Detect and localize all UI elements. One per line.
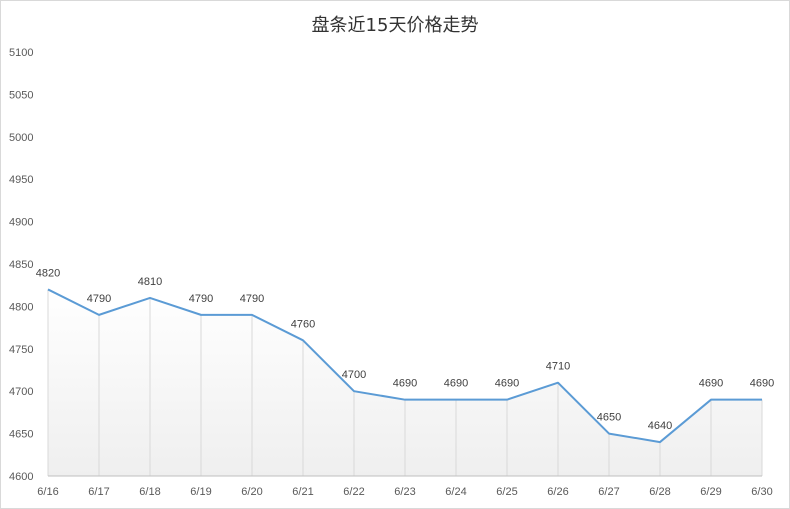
data-label: 4790 xyxy=(87,293,111,305)
y-tick-label: 4900 xyxy=(9,217,33,229)
data-label: 4690 xyxy=(750,378,774,390)
x-tick-label: 6/17 xyxy=(88,486,109,498)
data-label: 4690 xyxy=(393,378,417,390)
y-tick-label: 4750 xyxy=(9,344,33,356)
y-tick-label: 4800 xyxy=(9,301,33,313)
x-tick-label: 6/18 xyxy=(139,486,160,498)
data-label: 4820 xyxy=(36,267,60,279)
x-tick-label: 6/28 xyxy=(649,486,670,498)
x-tick-label: 6/24 xyxy=(445,486,466,498)
x-tick-label: 6/30 xyxy=(751,486,772,498)
x-tick-label: 6/20 xyxy=(241,486,262,498)
chart-title: 盘条近15天价格走势 xyxy=(311,15,479,36)
y-tick-label: 4600 xyxy=(9,471,33,483)
data-label: 4690 xyxy=(444,378,468,390)
data-label: 4760 xyxy=(291,318,315,330)
y-tick-label: 4850 xyxy=(9,259,33,271)
y-tick-label: 5000 xyxy=(9,132,33,144)
data-label: 4810 xyxy=(138,276,162,288)
x-tick-label: 6/21 xyxy=(292,486,313,498)
x-tick-label: 6/16 xyxy=(37,486,58,498)
data-label: 4790 xyxy=(240,293,264,305)
x-tick-label: 6/26 xyxy=(547,486,568,498)
data-label: 4710 xyxy=(546,361,570,373)
data-label: 4690 xyxy=(699,378,723,390)
x-tick-label: 6/25 xyxy=(496,486,517,498)
y-tick-label: 5050 xyxy=(9,89,33,101)
area-fill xyxy=(48,289,762,476)
y-tick-label: 4650 xyxy=(9,429,33,441)
y-tick-label: 4700 xyxy=(9,386,33,398)
y-tick-label: 5100 xyxy=(9,47,33,59)
data-label: 4640 xyxy=(648,420,672,432)
data-label: 4650 xyxy=(597,412,621,424)
y-tick-label: 4950 xyxy=(9,174,33,186)
data-label: 4700 xyxy=(342,369,366,381)
data-label: 4790 xyxy=(189,293,213,305)
x-tick-label: 6/23 xyxy=(394,486,415,498)
x-tick-label: 6/27 xyxy=(598,486,619,498)
data-label: 4690 xyxy=(495,378,519,390)
x-tick-label: 6/19 xyxy=(190,486,211,498)
series-line xyxy=(47,288,762,444)
x-tick-label: 6/22 xyxy=(343,486,364,498)
x-tick-label: 6/29 xyxy=(700,486,721,498)
